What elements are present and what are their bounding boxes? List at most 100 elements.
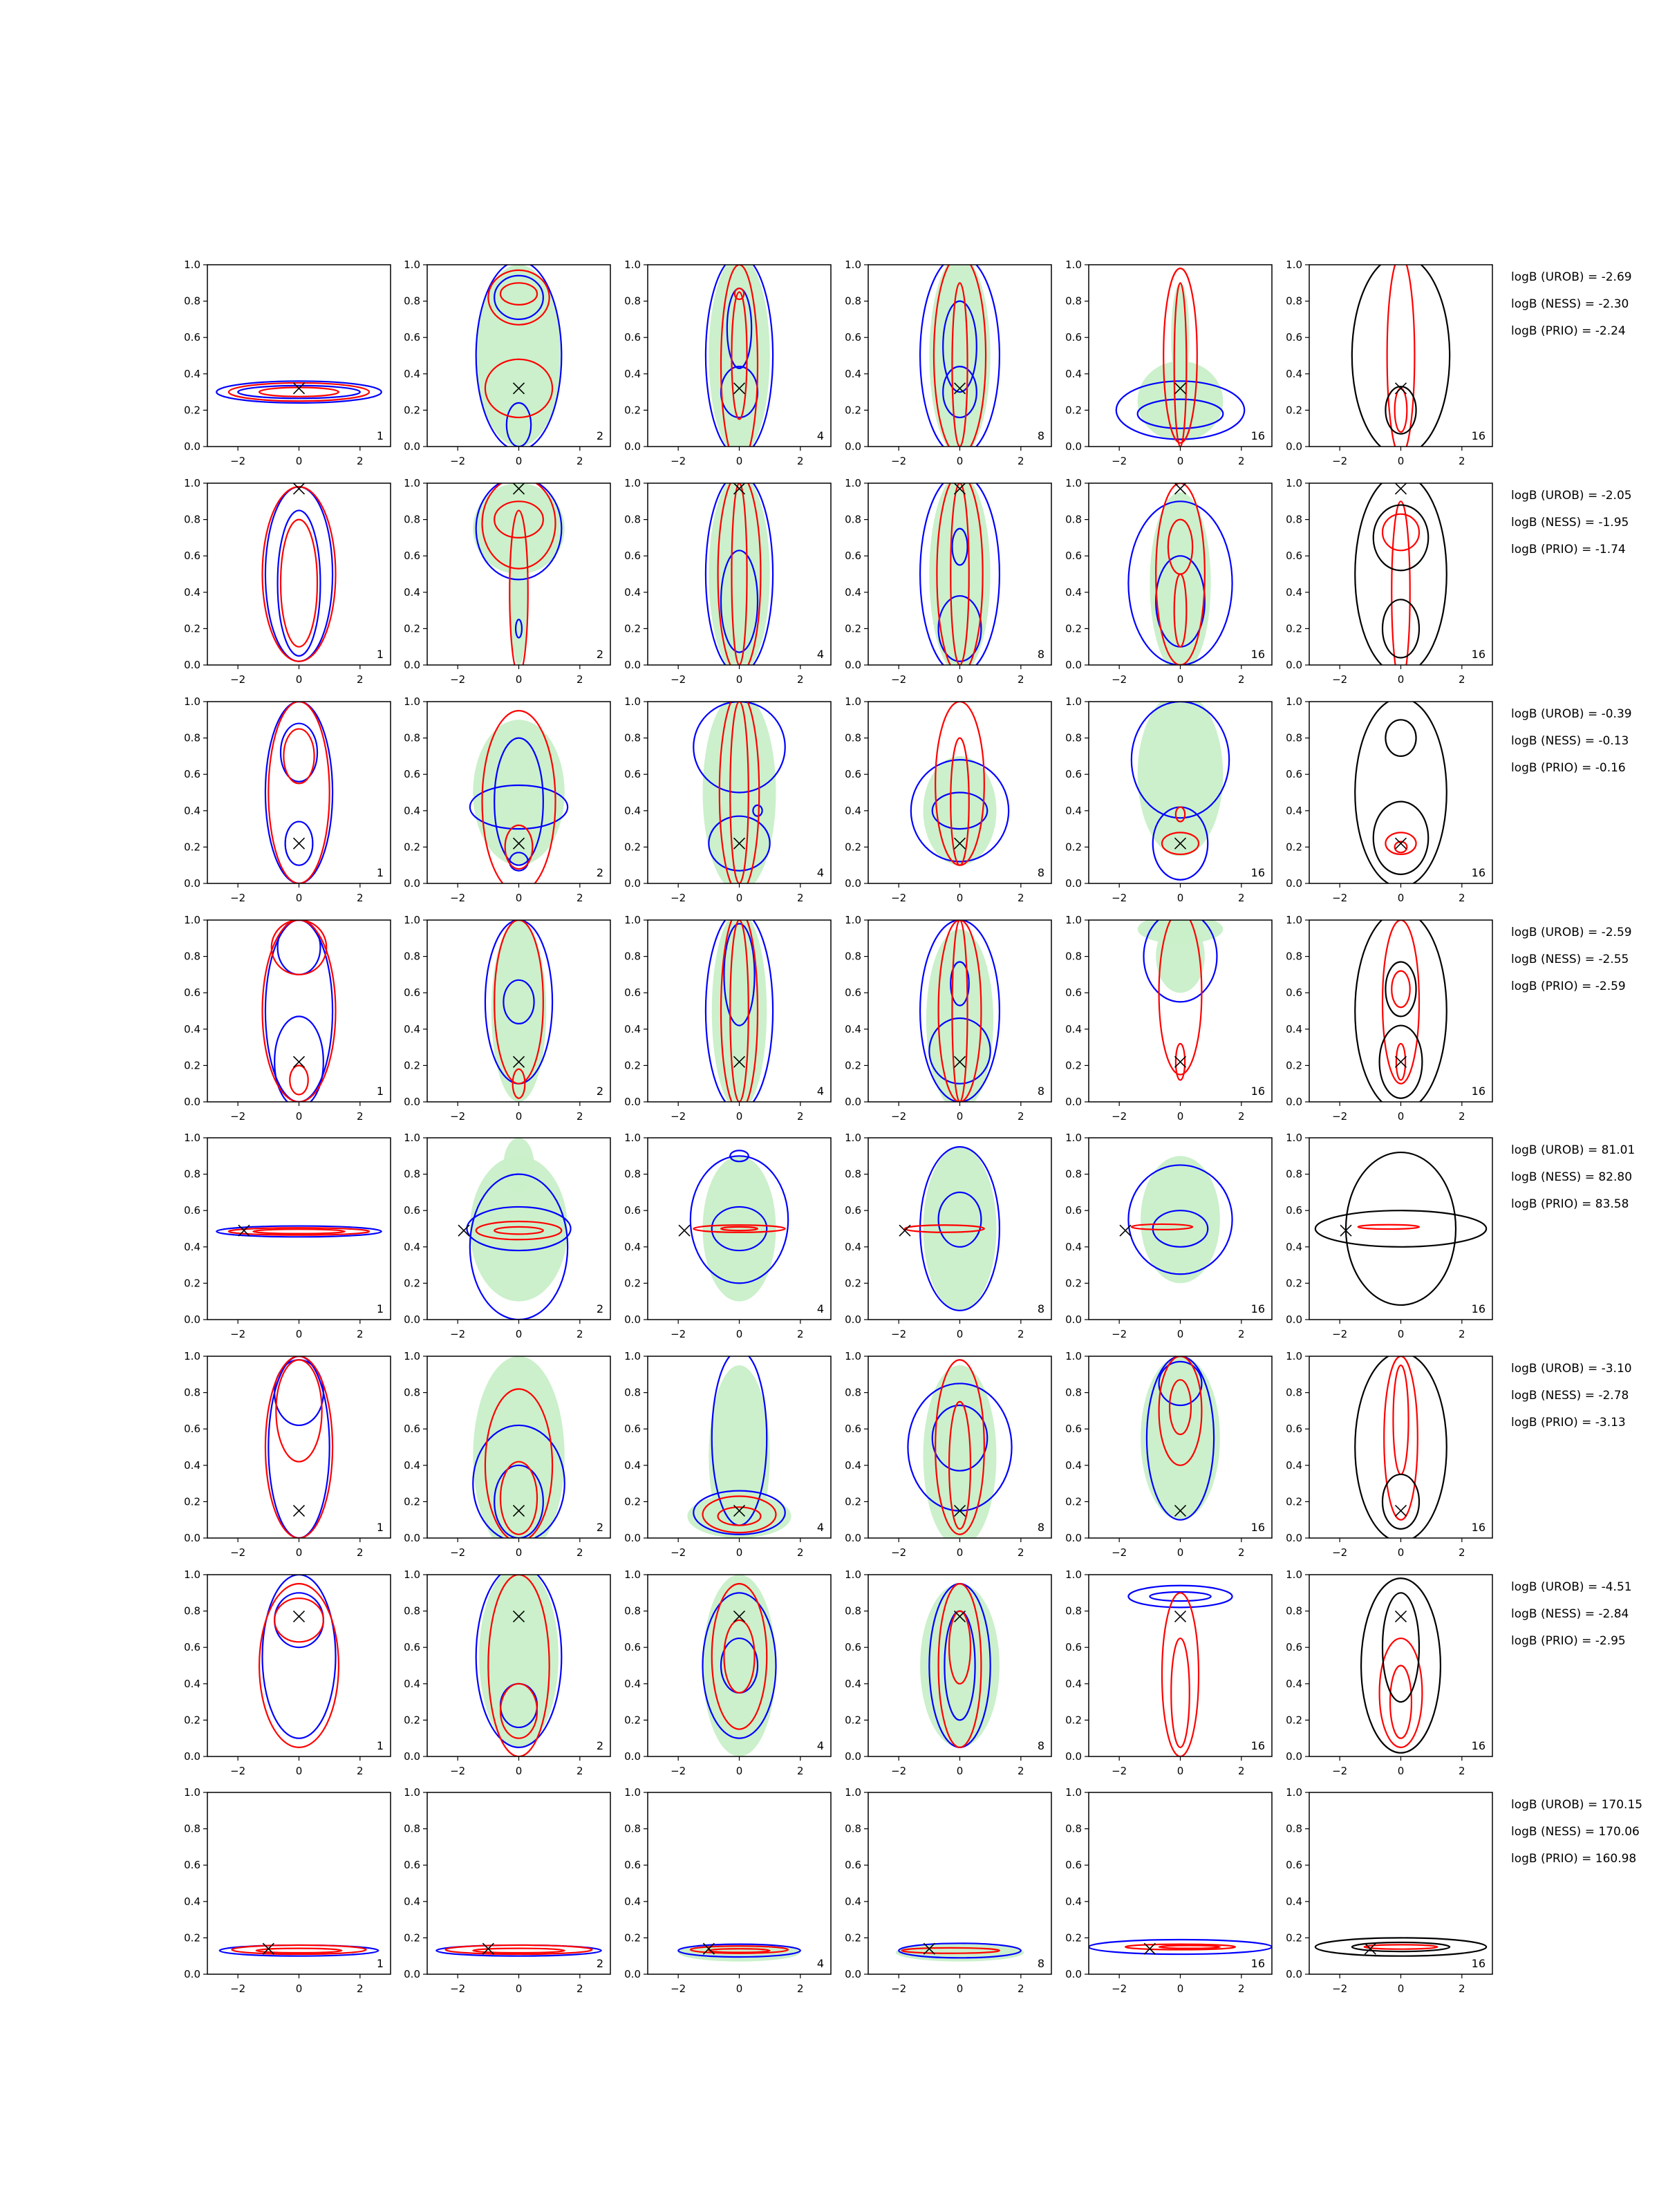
plot-area xyxy=(1141,1356,1220,1521)
x-tick-label: 2 xyxy=(357,673,364,686)
density-fill-1 xyxy=(702,1156,776,1302)
y-tick-label: 0.8 xyxy=(404,514,420,526)
x-tick-label: 0 xyxy=(1177,1546,1184,1559)
x-tick-label: 2 xyxy=(577,1983,583,1995)
y-tick-label: 0.6 xyxy=(404,331,420,344)
y-tick-label: 0.0 xyxy=(404,1313,420,1326)
density-fill-2 xyxy=(1156,920,1205,993)
red-contour-3 xyxy=(509,509,529,665)
red-contour-2 xyxy=(258,386,340,397)
plot-area xyxy=(1354,1356,1447,1538)
y-tick-label: 0.0 xyxy=(624,1096,641,1108)
panel-r1-c4: −2 0 2 0.0 0.2 0.4 0.6 0.8 1.0 8 xyxy=(845,259,1052,467)
logb-logbness: logB (NESS) = -2.78 xyxy=(1511,1389,1629,1403)
y-tick-label: 0.6 xyxy=(624,1423,641,1435)
y-tick-label: 1.0 xyxy=(845,1132,861,1144)
y-tick-label: 0.8 xyxy=(184,1823,200,1835)
x-tick-label: −2 xyxy=(671,1110,686,1123)
sample-size-label: 16 xyxy=(1472,648,1485,661)
blue-contour-1 xyxy=(704,920,774,1102)
x-tick-label: −2 xyxy=(1112,673,1127,686)
y-tick-label: 1.0 xyxy=(624,477,641,489)
y-tick-label: 0.4 xyxy=(404,1678,420,1690)
panel-r3-c5: −2 0 2 0.0 0.2 0.4 0.6 0.8 1.0 16 xyxy=(1065,695,1273,904)
red-contour-1 xyxy=(1386,265,1416,447)
y-tick-label: 0.4 xyxy=(1065,1895,1082,1908)
red-contour-2 xyxy=(1170,1637,1190,1748)
panel-r2-c2: −2 0 2 0.0 0.2 0.4 0.6 0.8 1.0 2 xyxy=(404,477,611,686)
blue-contour-1 xyxy=(1130,702,1230,819)
red-contour-1 xyxy=(231,1944,367,1956)
y-tick-label: 1.0 xyxy=(1286,1568,1302,1581)
y-tick-label: 0.2 xyxy=(624,404,641,416)
y-tick-label: 0.8 xyxy=(1286,514,1302,526)
truth-marker xyxy=(292,1504,306,1517)
y-tick-label: 1.0 xyxy=(624,259,641,271)
y-tick-label: 1.0 xyxy=(1286,695,1302,708)
x-tick-label: −2 xyxy=(1112,1765,1127,1777)
x-tick-label: −2 xyxy=(1332,455,1347,467)
blue-contour-2 xyxy=(937,1191,982,1248)
y-tick-label: 0.4 xyxy=(624,1678,641,1690)
y-tick-label: 0.8 xyxy=(1065,1387,1082,1399)
x-tick-label: 2 xyxy=(1018,673,1024,686)
panel-r4-c5: −2 0 2 0.0 0.2 0.4 0.6 0.8 1.0 16 xyxy=(1065,914,1273,1123)
truth-marker xyxy=(953,1504,966,1517)
plot-area xyxy=(702,1575,777,1756)
sample-size-label: 2 xyxy=(597,1521,603,1534)
red-contour-1 xyxy=(1155,483,1206,665)
y-tick-label: 0.0 xyxy=(184,1750,200,1763)
y-tick-label: 0.6 xyxy=(184,1204,200,1217)
truth-marker xyxy=(733,1610,746,1623)
y-tick-label: 0.6 xyxy=(624,331,641,344)
x-tick-label: 0 xyxy=(1177,673,1184,686)
x-tick-label: 2 xyxy=(1238,673,1245,686)
x-tick-label: 0 xyxy=(1398,673,1405,686)
y-tick-label: 0.8 xyxy=(624,1387,641,1399)
sample-size-label: 8 xyxy=(1038,866,1044,879)
red-contour-1 xyxy=(1357,1224,1421,1230)
truth-marker xyxy=(953,382,966,395)
y-tick-label: 1.0 xyxy=(404,259,420,271)
black-contour-1 xyxy=(1354,1356,1447,1538)
truth-marker xyxy=(733,483,746,495)
y-tick-label: 0.6 xyxy=(624,1859,641,1871)
x-tick-label: −2 xyxy=(450,455,465,467)
blue-contour-2 xyxy=(279,722,319,782)
red-contour-1 xyxy=(1158,920,1203,1076)
y-tick-label: 0.0 xyxy=(404,1750,420,1763)
red-contour-2 xyxy=(1168,1379,1192,1436)
y-tick-label: 1.0 xyxy=(624,1786,641,1799)
plot-area xyxy=(704,483,774,665)
blue-contour-2 xyxy=(711,1206,768,1252)
logb-logburob: logB (UROB) = 81.01 xyxy=(1511,1143,1635,1157)
plot-area xyxy=(218,1942,379,1957)
y-tick-label: 0.8 xyxy=(624,1168,641,1181)
x-tick-label: 2 xyxy=(797,1110,804,1123)
x-tick-label: −2 xyxy=(891,455,906,467)
red-contour-2 xyxy=(1391,500,1411,665)
plot-area xyxy=(910,702,1010,866)
red-contour-2 xyxy=(729,702,749,883)
x-tick-label: 0 xyxy=(516,892,523,904)
density-fill-1 xyxy=(709,265,770,447)
panel-r3-c2: −2 0 2 0.0 0.2 0.4 0.6 0.8 1.0 2 xyxy=(404,695,611,904)
black-contour-2 xyxy=(1381,1592,1421,1703)
black-contour-1 xyxy=(1314,1210,1488,1248)
y-tick-label: 1.0 xyxy=(1065,477,1082,489)
logb-logbness: logB (NESS) = -1.95 xyxy=(1511,516,1629,529)
y-tick-label: 0.6 xyxy=(845,768,861,780)
panel-r4-c1: −2 0 2 0.0 0.2 0.4 0.6 0.8 1.0 1 xyxy=(184,914,391,1123)
blue-contour-2 xyxy=(1152,1210,1209,1248)
y-tick-label: 0.6 xyxy=(845,1423,861,1435)
y-tick-label: 1.0 xyxy=(1065,1350,1082,1362)
black-contour-2 xyxy=(1372,504,1430,572)
x-tick-label: −2 xyxy=(450,1328,465,1340)
y-tick-label: 1.0 xyxy=(404,1132,420,1144)
axes-frame xyxy=(1309,919,1493,1103)
plot-area xyxy=(1314,1937,1488,1957)
blue-contour-1 xyxy=(261,1575,337,1739)
axes-frame xyxy=(1088,1792,1273,1975)
y-tick-label: 0.0 xyxy=(1286,877,1302,890)
truth-marker xyxy=(238,1224,250,1237)
